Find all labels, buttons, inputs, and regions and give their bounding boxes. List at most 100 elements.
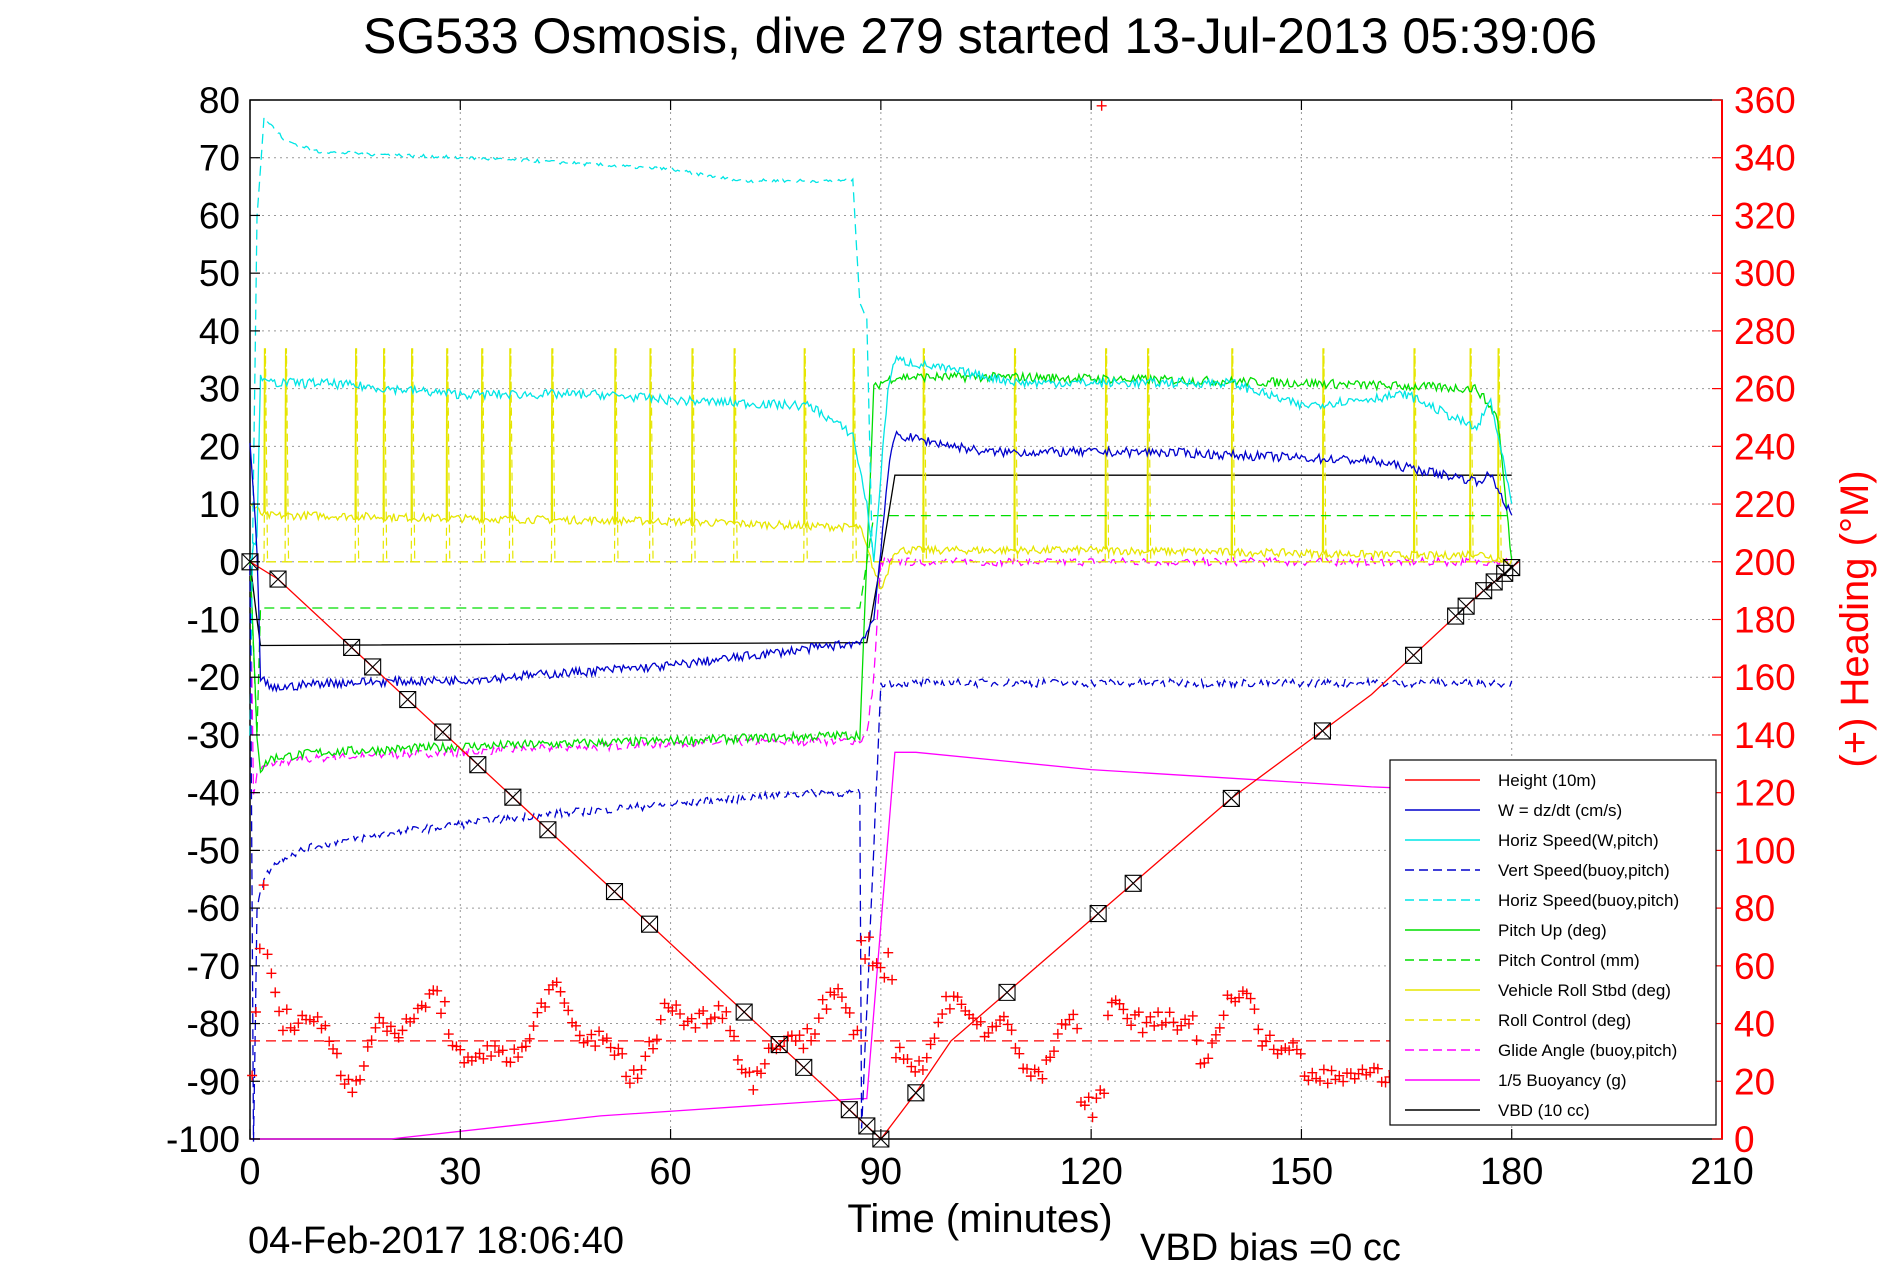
heading-point [1245, 993, 1256, 1004]
depth-marker [469, 756, 487, 774]
heading-point [1118, 1004, 1129, 1015]
heading-point [1060, 1019, 1071, 1030]
heading-point [840, 1002, 851, 1013]
heading-point [1010, 1042, 1021, 1053]
heading-point [1102, 1010, 1113, 1021]
heading-point [833, 983, 844, 994]
heading-point [690, 1022, 701, 1033]
y-tick-label: 10 [199, 484, 240, 525]
legend-label: Horiz Speed(W,pitch) [1498, 831, 1659, 850]
heading-point [617, 1048, 628, 1059]
heading-point [1380, 1077, 1391, 1088]
heading-point [1207, 1038, 1218, 1049]
heading-point [813, 1013, 824, 1024]
heading-point [1234, 992, 1245, 1003]
depth-marker [1475, 582, 1493, 600]
heading-point [497, 1045, 508, 1056]
heading-point [555, 986, 566, 997]
heading-point [1025, 1071, 1036, 1082]
series-line-5 [249, 115, 873, 736]
heading-point [362, 1041, 373, 1052]
y-tick-label: 40 [199, 311, 240, 352]
heading-point [1126, 1020, 1137, 1031]
heading-point [1052, 1028, 1063, 1039]
heading-point [744, 1067, 755, 1078]
heading-point [270, 987, 281, 998]
heading-point [917, 1064, 928, 1075]
heading-point [1241, 988, 1252, 999]
heading-point [274, 1006, 285, 1017]
heading-point [844, 1007, 855, 1018]
heading-point [528, 1021, 539, 1032]
right-axis-label: (+) Heading (°M) [1833, 470, 1877, 767]
depth-marker [795, 1058, 813, 1076]
heading-point [1249, 1004, 1260, 1015]
heading-point [624, 1078, 635, 1089]
heading-point [1214, 1022, 1225, 1033]
heading-point [1068, 1009, 1079, 1020]
heading-point [729, 1031, 740, 1042]
heading-point [1334, 1070, 1345, 1081]
heading-point [640, 1051, 651, 1062]
heading-point [1357, 1064, 1368, 1075]
heading-point [355, 1074, 366, 1085]
heading-point [721, 1006, 732, 1017]
heading-point [262, 949, 273, 960]
heading-point [887, 974, 898, 985]
heading-point [1322, 1078, 1333, 1089]
legend-label: Pitch Control (mm) [1498, 951, 1640, 970]
depth-marker [640, 915, 659, 933]
heading-point [347, 1087, 358, 1098]
heading-point [378, 1018, 389, 1029]
series-line-8 [250, 348, 1513, 590]
heading-point [1203, 1053, 1214, 1064]
heading-point [1164, 1007, 1175, 1018]
heading-point [1176, 1020, 1187, 1031]
y-right-tick-label: 320 [1734, 195, 1796, 236]
series-line-2 [249, 430, 1513, 693]
legend-label: Roll Control (deg) [1498, 1011, 1631, 1030]
heading-point [991, 1021, 1002, 1032]
heading-point [929, 1033, 940, 1044]
y-right-tick-label: 340 [1734, 138, 1796, 179]
heading-point [513, 1052, 524, 1063]
heading-point [1114, 998, 1125, 1009]
depth-marker [1496, 564, 1514, 582]
heading-point [609, 1050, 620, 1061]
heading-point [1168, 1017, 1179, 1028]
y-right-tick-label: 0 [1734, 1119, 1755, 1160]
y-tick-label: 70 [199, 138, 240, 179]
heading-point [906, 1061, 917, 1072]
heading-point [258, 880, 269, 891]
depth-marker [735, 1003, 753, 1021]
depth-marker [605, 883, 624, 901]
heading-point [709, 1012, 720, 1023]
heading-point [320, 1020, 331, 1031]
y-right-tick-label: 40 [1734, 1004, 1775, 1045]
legend-label: 1/5 Buoyancy (g) [1498, 1071, 1627, 1090]
y-tick-label: -20 [187, 657, 240, 698]
depth-marker [770, 1036, 788, 1054]
heading-point [254, 943, 265, 954]
heading-point [667, 1005, 678, 1016]
vbd-bias-label: VBD bias =0 cc [1140, 1227, 1401, 1262]
y-right-tick-label: 220 [1734, 484, 1796, 525]
heading-point [968, 1013, 979, 1024]
heading-point [601, 1033, 612, 1044]
heading-point [409, 1013, 420, 1024]
y-tick-label: -70 [187, 946, 240, 987]
legend-label: Vert Speed(buoy,pitch) [1498, 861, 1670, 880]
series-line-7 [249, 514, 1512, 735]
y-right-tick-label: 260 [1734, 369, 1796, 410]
depth-marker [1124, 874, 1142, 892]
heading-point [335, 1070, 346, 1081]
heading-point [655, 1014, 666, 1025]
heading-point [1153, 1007, 1164, 1018]
y-tick-label: -10 [187, 600, 240, 641]
legend-label: VBD (10 cc) [1498, 1101, 1590, 1120]
depth-marker [840, 1101, 858, 1119]
heading-point [397, 1025, 408, 1036]
depth-marker [1485, 573, 1503, 591]
heading-scatter [247, 100, 1514, 1123]
heading-point [632, 1073, 643, 1084]
